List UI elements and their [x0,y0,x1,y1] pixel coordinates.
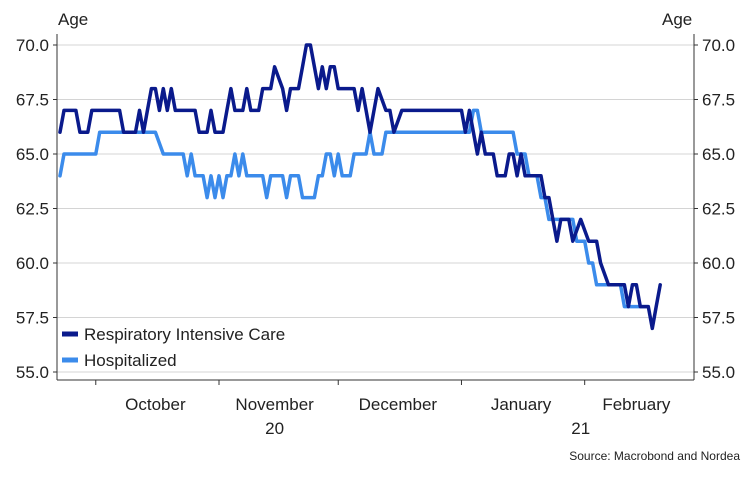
y-tick-label-right: 62.5 [702,200,735,219]
y-tick-label-left: 67.5 [16,91,49,110]
x-year-label: 21 [571,419,590,438]
x-month-label: February [602,395,671,414]
x-month-label: October [125,395,186,414]
x-month-label: January [491,395,552,414]
x-year-label: 20 [265,419,284,438]
y-axis-title-right: Age [662,10,692,29]
legend-label: Respiratory Intensive Care [84,325,285,344]
series-line-respiratory-intensive-care [58,43,662,331]
y-axis-title-left: Age [58,10,88,29]
y-tick-label-left: 62.5 [16,200,49,219]
legend-label: Hospitalized [84,351,177,370]
y-tick-label-right: 67.5 [702,91,735,110]
y-tick-label-left: 65.0 [16,145,49,164]
y-tick-label-right: 70.0 [702,36,735,55]
y-tick-label-left: 70.0 [16,36,49,55]
y-tick-label-right: 60.0 [702,254,735,273]
series-line-hospitalized [58,108,651,309]
x-month-label: December [359,395,438,414]
y-tick-label-left: 57.5 [16,309,49,328]
series-lines [58,43,662,331]
source-note: Source: Macrobond and Nordea [569,449,740,463]
x-month-label: November [235,395,314,414]
y-tick-label-left: 60.0 [16,254,49,273]
axes: 70.0 70.0 67.5 67.5 65.0 65.0 62.5 62.5 60.0 60.0… [16,34,735,438]
y-tick-label-right: 55.0 [702,363,735,382]
legend: Respiratory Intensive Care Hospitalized [62,325,285,370]
y-tick-label-left: 55.0 [16,363,49,382]
y-tick-label-right: 57.5 [702,309,735,328]
y-tick-label-right: 65.0 [702,145,735,164]
